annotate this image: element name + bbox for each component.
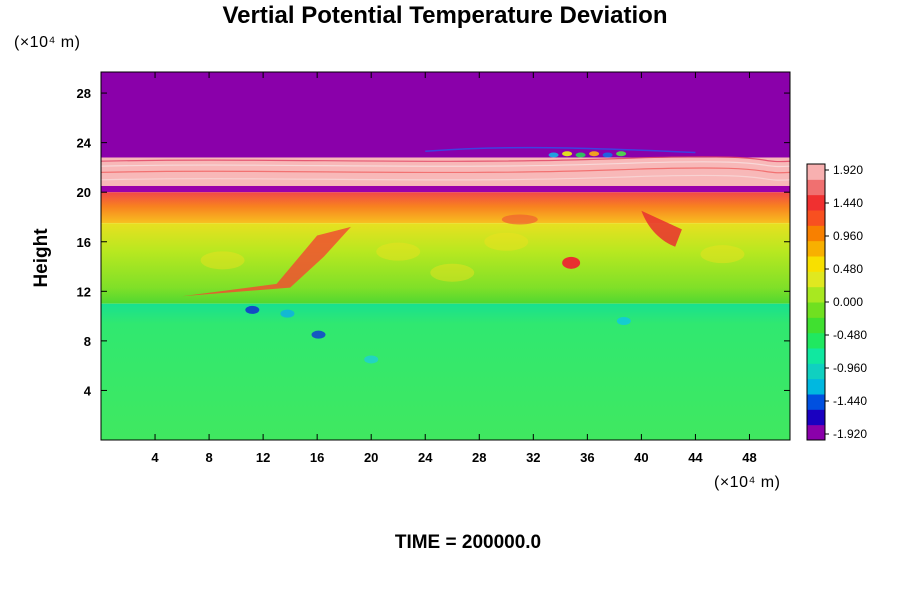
- band-edge-line: [425, 146, 696, 154]
- cool-eddy: [616, 317, 631, 326]
- colorbar-swatch: [807, 240, 825, 257]
- x-tick-label: 12: [256, 450, 270, 465]
- colorbar-tick-label: 0.480: [833, 262, 863, 276]
- colorbar-swatch: [807, 363, 825, 380]
- colorbar-swatch: [807, 179, 825, 196]
- colorbar-swatch: [807, 286, 825, 303]
- mid-patch: [484, 232, 529, 251]
- band-stripe: [101, 161, 790, 168]
- region-warm-layer: [101, 192, 790, 224]
- x-tick-label: 44: [688, 450, 703, 465]
- warm-blob: [562, 256, 581, 269]
- turbulent-blob: [575, 152, 586, 158]
- turbulent-blob: [562, 151, 573, 157]
- x-tick-label: 28: [472, 450, 486, 465]
- colorbar-tick-label: -0.480: [833, 328, 867, 342]
- colorbar-swatch: [807, 302, 825, 318]
- colorbar-tick-label: -0.960: [833, 361, 867, 375]
- turbulent-blob: [548, 152, 559, 158]
- colorbar-tick-label: 1.920: [833, 163, 863, 177]
- warm-plume: [641, 210, 682, 247]
- cool-eddy: [280, 309, 295, 318]
- mid-patch: [200, 251, 245, 270]
- heatmap-field: [101, 72, 790, 440]
- colorbar-swatch: [807, 256, 825, 272]
- time-label: TIME = 200000.0: [394, 532, 542, 553]
- y-tick-label: 24: [77, 136, 92, 151]
- band-stripe: [101, 167, 790, 174]
- x-tick-label: 36: [580, 450, 594, 465]
- y-tick-label: 8: [84, 334, 91, 349]
- turbulent-blob: [602, 152, 613, 158]
- cool-eddy: [311, 330, 326, 339]
- colorbar-swatch: [807, 194, 825, 211]
- y-tick-label: 28: [77, 86, 91, 101]
- x-tick-label: 24: [418, 450, 433, 465]
- region-thin-inversion-strip: [101, 185, 790, 193]
- band-stripe: [101, 156, 790, 163]
- colorbar-swatch: [807, 348, 825, 364]
- region-upper-uniform-layer: [101, 72, 790, 158]
- colorbar-swatch: [807, 210, 825, 226]
- colorbar-swatch: [807, 332, 825, 349]
- colorbar-tick-label: 0.960: [833, 229, 863, 243]
- colorbar: 1.920 1.440 0.960 0.480 0.000 -0.480 -0.960 -1.…: [806, 163, 867, 441]
- warm-plume: [182, 226, 351, 297]
- x-tick-label: 40: [634, 450, 648, 465]
- warm-blob: [501, 214, 538, 225]
- x-tick-label: 4: [151, 450, 159, 465]
- plot-frame: [100, 71, 791, 441]
- mid-patch: [376, 242, 421, 261]
- x-tick-label: 16: [310, 450, 324, 465]
- colorbar-swatch: [807, 164, 825, 180]
- y-tick-label: 16: [77, 235, 91, 250]
- x-axis-unit: (×10⁴ m): [714, 474, 781, 491]
- colorbar-swatch: [807, 271, 825, 288]
- x-tick-label: 20: [364, 450, 378, 465]
- x-tick-label: 32: [526, 450, 540, 465]
- cool-eddy: [245, 305, 260, 314]
- y-tick-label: 20: [77, 185, 91, 200]
- chart-title: Vertial Potential Temperature Deviation: [222, 2, 668, 29]
- colorbar-swatch: [807, 317, 825, 334]
- x-tick-label: 48: [742, 450, 756, 465]
- mid-patch: [700, 245, 745, 264]
- y-tick-label: 12: [77, 284, 91, 299]
- colorbar-tick-label: 0.000: [833, 295, 863, 309]
- colorbar-swatch: [807, 409, 825, 426]
- band-stripe: [101, 174, 790, 181]
- x-tick-label: 8: [205, 450, 212, 465]
- turbulent-blob: [589, 151, 600, 157]
- turbulent-blob: [616, 151, 627, 157]
- colorbar-tick-label: 1.440: [833, 196, 863, 210]
- region-lower-layer: [101, 303, 790, 440]
- y-tick-label: 4: [84, 383, 92, 398]
- colorbar-swatch: [807, 225, 825, 242]
- colorbar-tick-label: -1.920: [833, 427, 867, 441]
- colorbar-swatch: [807, 424, 825, 441]
- colorbar-swatch: [807, 394, 825, 410]
- mid-patch: [430, 263, 475, 282]
- colorbar-tick-label: -1.440: [833, 394, 867, 408]
- cool-eddy: [364, 355, 379, 364]
- colorbar-swatch: [807, 378, 825, 395]
- y-axis-unit: (×10⁴ m): [14, 34, 81, 51]
